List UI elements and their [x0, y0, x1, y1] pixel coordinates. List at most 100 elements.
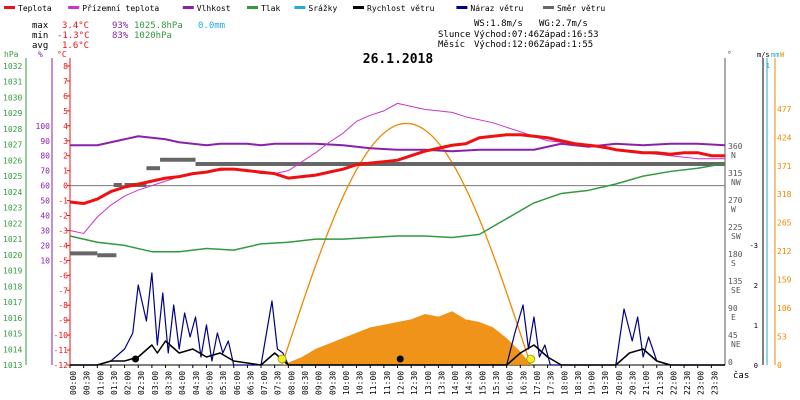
direction-tick-label: 315: [728, 169, 743, 178]
moon-label: Měsíc: [438, 40, 465, 50]
direction-compass-label: N: [731, 151, 736, 160]
time-tick-label: 06:30: [246, 371, 255, 395]
time-tick-label: 20:30: [628, 371, 637, 395]
legend-label-4: Srážky: [308, 4, 337, 13]
temperature-tick-label: -11: [54, 346, 69, 355]
humidity-unit-label: %: [38, 50, 43, 59]
humidity-tick-label: 80: [40, 152, 50, 161]
direction-compass-label: E: [731, 313, 736, 322]
pressure-tick-label: 1029: [3, 109, 22, 118]
solar-tick-label: 53: [777, 333, 787, 342]
legend-label-0: Teplota: [18, 4, 52, 13]
humidity-tick-label: 20: [40, 241, 50, 250]
direction-compass-label: SW: [731, 232, 741, 241]
stats-min-label: min: [32, 31, 48, 41]
wind-speed-info: WS:1.8m/s: [474, 19, 523, 29]
sun-set: Západ:16:53: [539, 30, 599, 40]
time-tick-label: 02:30: [137, 371, 146, 395]
temperature-tick-label: -1: [58, 197, 68, 206]
time-tick-label: 03:30: [165, 371, 174, 395]
time-tick-label: 04:00: [178, 371, 187, 395]
time-tick-label: 09:30: [328, 371, 337, 395]
time-tick-label: 17:00: [533, 371, 542, 395]
moon-set: Západ:1:55: [539, 40, 593, 50]
temperature-tick-label: -4: [58, 241, 68, 250]
time-tick-label: 22:00: [669, 371, 678, 395]
direction-compass-label: W: [731, 205, 736, 214]
temperature-tick-label: 5: [63, 107, 68, 116]
stats-avg-temp: 1.6°C: [62, 41, 89, 51]
wind-tick-label: 2: [754, 282, 758, 290]
time-tick-label: 11:30: [383, 371, 392, 395]
humidity-tick-label: 10: [40, 256, 50, 265]
time-tick-label: 03:00: [151, 371, 160, 395]
solar-tick-label: 212: [777, 247, 792, 256]
stats-min-temp: -1.3°C: [57, 31, 90, 41]
temperature-tick-label: 4: [63, 122, 68, 131]
moon-marker: [396, 355, 404, 363]
pressure-tick-label: 1017: [3, 298, 22, 307]
time-tick-label: 01:30: [110, 371, 119, 395]
direction-unit-label: °: [727, 50, 732, 59]
legend-swatch-3: [247, 6, 258, 9]
chart-axes: hPa% °C m/s mm W°103210311030102910281027102…: [3, 50, 792, 395]
direction-tick-label: 225: [728, 223, 743, 232]
time-tick-label: 08:30: [301, 371, 310, 395]
pressure-tick-label: 1013: [3, 361, 22, 370]
sun-rise: Východ:07:46: [474, 30, 539, 40]
rain-tick-label: -1: [762, 62, 770, 70]
temperature-tick-label: -3: [58, 226, 68, 235]
direction-compass-label: SE: [731, 286, 741, 295]
wind-unit-label: m/s: [757, 51, 770, 59]
direction-tick-label: 180: [728, 250, 743, 259]
temperature-tick-label: 2: [63, 152, 68, 161]
time-tick-label: 07:00: [260, 371, 269, 395]
time-tick-label: 12:30: [410, 371, 419, 395]
direction-tick-label: 45: [728, 331, 738, 340]
pressure-tick-label: 1021: [3, 235, 22, 244]
pressure-tick-label: 1015: [3, 330, 22, 339]
legend-label-5: Rychlost větru: [367, 4, 435, 13]
pressure-tick-label: 1030: [3, 93, 22, 102]
time-tick-label: 01:00: [96, 371, 105, 395]
time-tick-label: 12:00: [397, 371, 406, 395]
solar-tick-label: 106: [777, 304, 792, 313]
x-axis-label: čas: [733, 370, 749, 381]
time-tick-label: 18:30: [574, 371, 583, 395]
time-tick-label: 20:00: [615, 371, 624, 395]
legend-swatch-1: [68, 6, 80, 9]
direction-compass-label: NW: [731, 178, 741, 187]
time-tick-label: 07:30: [274, 371, 283, 395]
legend-swatch-2: [182, 6, 194, 9]
chart-title: 26.1.2018: [363, 52, 434, 67]
solar-tick-label: 0: [777, 361, 782, 370]
time-tick-label: 05:30: [219, 371, 228, 395]
moonset-marker: [132, 355, 139, 363]
legend-swatch-5: [353, 6, 364, 9]
legend-label-2: Vlhkost: [197, 4, 231, 13]
time-tick-label: 08:00: [287, 371, 296, 395]
pressure-tick-label: 1032: [3, 62, 22, 71]
time-tick-label: 06:00: [233, 371, 242, 395]
direction-tick-label: 90: [728, 304, 738, 313]
pressure-tick-label: 1016: [3, 314, 22, 323]
direction-tick-label: 270: [728, 196, 743, 205]
humidity-tick-label: 30: [40, 226, 50, 235]
legend-label-6: Náraz větru: [470, 4, 523, 13]
legend-label-3: Tlak: [261, 4, 280, 13]
wind-gust-info: WG:2.7m/s: [539, 19, 588, 29]
stats-min-pressure: 1020hPa: [134, 31, 172, 41]
time-tick-label: 10:00: [342, 371, 351, 395]
pressure-tick-label: 1019: [3, 267, 22, 276]
stats-max-temp: 3.4°C: [62, 21, 89, 31]
humidity-tick-label: 50: [40, 197, 50, 206]
legend-swatch-4: [294, 6, 306, 9]
wind-tick-label: -3: [750, 242, 758, 250]
pressure-tick-label: 1031: [3, 78, 22, 87]
direction-compass-label: NE: [731, 340, 741, 349]
wind-speed-line: [70, 340, 725, 366]
direction-tick-label: 0: [728, 358, 733, 367]
stats-min-humidity: 83%: [112, 31, 129, 41]
temperature-tick-label: -10: [54, 331, 69, 340]
sun-label: Slunce: [438, 30, 471, 40]
